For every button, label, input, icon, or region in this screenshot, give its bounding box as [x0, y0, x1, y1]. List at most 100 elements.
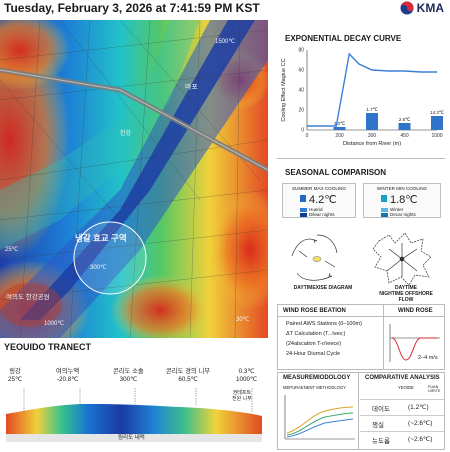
- transect-point-value: 0.3℃: [238, 368, 255, 375]
- summer-icon: [300, 195, 306, 202]
- map-label-mapo: 마포: [185, 84, 198, 91]
- windrose-line: Paired AWS Stations (0–100m): [286, 321, 362, 327]
- comparative-row: 뉴도롬 (~2.6℃): [360, 431, 444, 445]
- comparative-title: COMPARATIVE ANALYSIS: [365, 375, 440, 381]
- y-axis-label: Cooling Effect Magiue CC: [281, 58, 287, 121]
- comparative-row-name: 뉴도롬: [372, 438, 390, 445]
- x-tick-label: 0: [306, 133, 309, 139]
- comparative-col2: FUAN UIRITE: [428, 385, 441, 393]
- y-tick-label: 60: [298, 68, 304, 74]
- windrose-line: ΔT Calculation (T...lves;): [286, 331, 346, 337]
- bar: [366, 113, 378, 130]
- methodology-panel: MEASUREMIODOLOGY COMPARATIVE ANALYSIS ME…: [277, 372, 445, 450]
- map-label-top: 1500℃: [215, 39, 236, 45]
- bar: [398, 123, 411, 130]
- comparative-row: 데이도 (1.2℃): [360, 399, 444, 413]
- transect-end-value: 1000℃: [236, 375, 258, 383]
- winter-card: WINTER MIN COOLING 1.8℃ Winter Decar nig…: [363, 183, 441, 218]
- x-tick-label: 200: [335, 133, 344, 139]
- nighttime-diagram-label: DAYTIME NIGHTIME OFFSHORE FLOW: [373, 285, 439, 303]
- y-tick-label: 20: [298, 108, 304, 114]
- legend-swatch: [381, 208, 388, 212]
- transect-end-note-2: 전완 니부: [232, 396, 252, 403]
- divider: [358, 373, 359, 449]
- transect-point: 콘리도 경의 니부 60.5℃: [166, 368, 210, 384]
- kma-logo-text: KMA: [416, 1, 444, 15]
- windrose-panel: WIND ROSE BEATION WIND ROSE Paired AWS S…: [277, 304, 445, 370]
- kma-logo[interactable]: KMA: [400, 1, 444, 15]
- nighttime-label-1: DAYTIME: [394, 285, 418, 291]
- summer-legend-1: Huerid: [309, 207, 323, 212]
- winter-legend-2: Decar nights: [390, 212, 416, 217]
- windrose-range: 2–4 m/s: [418, 355, 438, 361]
- windrose-left-title: WIND ROSE BEATION: [283, 308, 346, 314]
- windrose-mini-chart: [389, 324, 440, 362]
- comparative-row-value: (1.2℃): [408, 404, 429, 411]
- transect-point-value: 25℃: [8, 375, 23, 383]
- y-tick-label: 80: [298, 48, 304, 54]
- map-label-left-temp: 25℃: [5, 247, 19, 253]
- header: Tuesday, February 3, 2026 at 7:41:59 PM …: [0, 0, 450, 18]
- comparative-row-name: 쟁실: [372, 422, 384, 429]
- transect-point-name: 콘리도 소솔: [113, 368, 144, 375]
- transect-profile: [6, 388, 262, 442]
- nighttime-label-2: NIGHTIME OFFSHORE FLOW: [379, 291, 433, 303]
- summer-legend-2: Dilear nights: [309, 212, 335, 217]
- flow-diagrams: [291, 232, 432, 286]
- windrose-line: 24-Hour Diurnal Cycle: [286, 351, 341, 357]
- map-label-bottom-temp: 1000℃: [44, 321, 65, 327]
- map-label-right-temp: 30℃: [236, 317, 250, 323]
- x-axis-label: Distance from River (m): [343, 141, 401, 147]
- bar-label: 3.0℃: [334, 121, 346, 126]
- legend-swatch: [300, 208, 307, 212]
- bar-label: 1.7℃: [366, 107, 378, 112]
- daytime-diagram: [291, 234, 338, 281]
- transect-point: 링강 25℃: [8, 368, 22, 384]
- legend-swatch: [300, 213, 307, 217]
- bar: [333, 127, 346, 130]
- summer-value: 4.2℃: [309, 194, 337, 206]
- transect-point-value: 60.5℃: [178, 375, 198, 383]
- transect-base-label: 링리도 내럭: [118, 435, 145, 441]
- comparative-row-value: (~2.6℃): [408, 436, 433, 443]
- x-tick-label: 450: [400, 133, 409, 139]
- transect-point: 콘리도 소솔 300℃: [113, 368, 144, 384]
- comparative-row-value: (~2.6℃): [408, 420, 433, 427]
- decay-chart-title: EXPONENTIAL DECAY CURVE: [285, 34, 402, 43]
- timestamp: Tuesday, February 3, 2026 at 7:41:59 PM …: [4, 1, 260, 15]
- daytime-diagram-label: DAYTIMEXISE DIAGRAM: [293, 285, 353, 291]
- legend-swatch: [381, 213, 388, 217]
- summer-card: SUMMER MAX COOLING 4.2℃ Huerid Dilear ni…: [282, 183, 356, 218]
- winter-value: 1.8℃: [390, 194, 418, 206]
- transect-point: 0.3℃ 1000℃: [236, 368, 257, 384]
- transect-title: YEOUIDO TRANECT: [4, 342, 92, 352]
- map-label-river: 한강: [120, 131, 132, 137]
- transect-point-name: 링강: [9, 368, 21, 375]
- transect-point-value: 300℃: [119, 375, 138, 383]
- windrose-right-title: WIND ROSE: [398, 308, 433, 314]
- windrose-line: (24alscation T-o'ieece): [286, 341, 342, 347]
- comparative-row: 쟁실 (~2.6℃): [360, 415, 444, 429]
- decay-line: [307, 52, 437, 127]
- winter-legend-1: Winter: [390, 207, 404, 212]
- summer-label: SUMMER MAX COOLING: [291, 186, 347, 191]
- methodology-subtitle: MEPURAENENT METHODLOGY: [283, 385, 346, 390]
- transect-point-value: -20.8℃: [56, 375, 79, 383]
- bar-label: 14.2℃: [430, 110, 445, 115]
- divider: [383, 305, 384, 369]
- transect-panel: YEOUIDO TRANECT 링강 25℃: [0, 342, 268, 452]
- transect-point-name: 여의누액: [56, 368, 80, 375]
- x-tick-label: 1000: [431, 133, 442, 139]
- transect-point-name: 콘리도 경의 니부: [166, 368, 211, 375]
- bar: [431, 116, 443, 130]
- transect-point: 여의누액 -20.8℃: [56, 368, 79, 384]
- y-tick-label: 0: [301, 128, 304, 134]
- bar-label: 2.6℃: [399, 117, 411, 122]
- heat-map[interactable]: 1500℃ 마포 한강 25℃ 300℃ 여의도 한강공원 냉갈 효교 구역 1…: [0, 20, 268, 338]
- y-tick-label: 40: [298, 88, 304, 94]
- kma-emblem-icon: [400, 1, 414, 15]
- transect-end-note: 권테프트 전완 니부: [232, 390, 252, 403]
- comparative-col1: YEOIDE: [398, 385, 414, 390]
- seasonal-title: SEASONAL COMPARISON: [285, 168, 387, 177]
- divider: [278, 316, 444, 317]
